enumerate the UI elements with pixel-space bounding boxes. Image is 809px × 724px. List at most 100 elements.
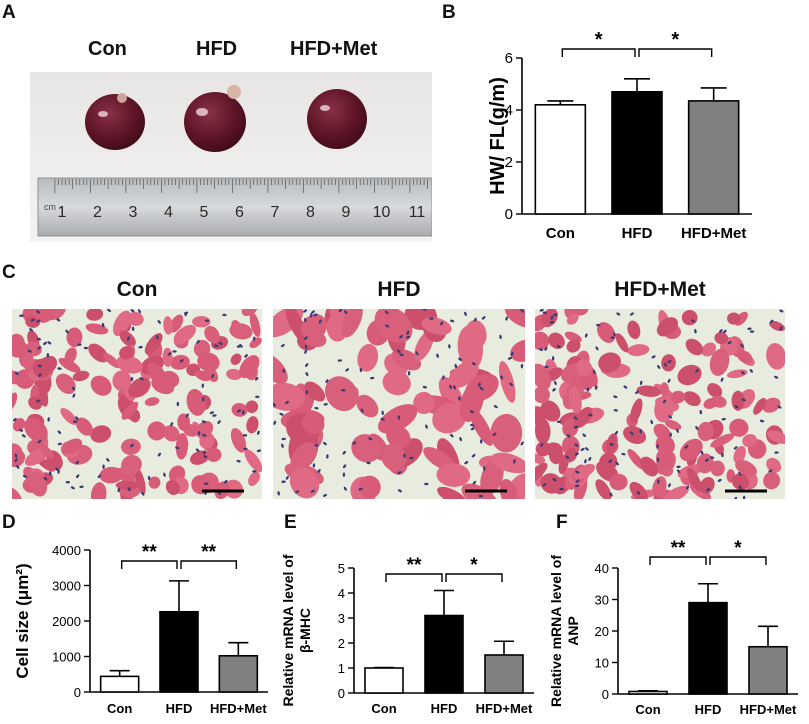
significance-marker: **	[407, 555, 422, 576]
histology-hfd	[273, 309, 525, 499]
myocyte	[535, 462, 548, 483]
significance-marker: **	[201, 542, 216, 563]
bar	[628, 690, 668, 695]
myocyte	[374, 309, 413, 344]
myocyte	[72, 370, 90, 382]
nucleus	[458, 396, 461, 401]
nucleus	[223, 479, 228, 484]
significance-marker: **	[671, 538, 686, 559]
nucleus	[453, 385, 456, 390]
nucleus	[309, 313, 313, 318]
myocyte	[194, 370, 211, 382]
nucleus	[520, 441, 524, 446]
myocyte	[697, 421, 714, 442]
nucleus	[471, 362, 477, 366]
myocyte	[351, 434, 381, 463]
nucleus	[492, 432, 497, 436]
nucleus	[613, 332, 616, 337]
nucleus	[574, 484, 580, 488]
nucleus	[459, 436, 463, 442]
myocyte	[457, 325, 484, 370]
myocyte	[432, 403, 467, 434]
ruler-number: 10	[373, 204, 391, 221]
y-axis-label: ANP	[565, 616, 581, 646]
nucleus	[172, 350, 177, 353]
nucleus	[575, 470, 580, 474]
myocyte	[535, 363, 551, 390]
myocyte	[205, 447, 222, 462]
nucleus	[342, 472, 346, 477]
myocyte	[535, 331, 550, 350]
nucleus	[342, 450, 346, 455]
significance-marker: *	[734, 538, 742, 559]
ruler-number: 11	[409, 204, 426, 221]
myocyte	[60, 408, 77, 425]
nucleus	[709, 456, 715, 459]
nucleus	[218, 341, 223, 346]
nucleus	[322, 493, 328, 497]
nucleus	[677, 469, 681, 474]
myocyte	[290, 442, 318, 471]
nucleus	[552, 478, 557, 482]
y-tick-label: 0	[602, 687, 609, 702]
y-tick-label: 0	[505, 206, 513, 223]
heart-hfd	[184, 85, 246, 152]
nucleus	[37, 364, 42, 368]
panel-f-letter: F	[556, 512, 568, 533]
nucleus	[472, 480, 477, 485]
nucleus	[621, 452, 626, 456]
nucleus	[176, 401, 180, 407]
myocyte	[191, 475, 210, 495]
myocyte	[12, 392, 18, 411]
myocyte	[127, 311, 144, 326]
myocyte	[285, 309, 307, 342]
nucleus	[217, 420, 221, 425]
myocyte	[35, 309, 56, 323]
myocyte	[304, 381, 326, 402]
myocyte	[165, 479, 180, 495]
myocyte	[548, 332, 565, 350]
nucleus	[582, 433, 587, 437]
nucleus	[368, 437, 373, 441]
nucleus	[337, 359, 343, 362]
nucleus	[650, 419, 654, 425]
nucleus	[285, 475, 289, 480]
myocyte	[24, 417, 48, 443]
nucleus	[399, 335, 403, 339]
x-tick-label: HFD+Met	[210, 701, 267, 716]
nucleus	[16, 464, 20, 469]
myocyte	[701, 342, 717, 357]
myocyte	[224, 479, 243, 499]
myocyte	[90, 375, 112, 396]
nucleus	[211, 373, 215, 379]
nucleus	[243, 447, 248, 451]
nucleus	[425, 424, 428, 429]
nucleus	[343, 486, 347, 491]
heart-photo: 1 2 3 4 5 6 7 8 9 10 11 cm	[30, 72, 432, 242]
nucleus	[209, 411, 214, 415]
myocyte	[437, 486, 468, 499]
myocyte	[121, 401, 139, 420]
nucleus	[381, 410, 384, 416]
myocyte	[564, 331, 582, 343]
nucleus	[107, 309, 111, 312]
nucleus	[684, 445, 689, 449]
nucleus	[584, 333, 588, 338]
myocyte	[135, 467, 146, 495]
myocyte	[230, 427, 247, 453]
nucleus	[449, 433, 454, 438]
myocyte	[421, 317, 452, 335]
nucleus	[556, 420, 562, 424]
nucleus	[553, 313, 558, 317]
myocyte	[568, 386, 582, 414]
nucleus	[595, 346, 599, 351]
nucleus	[305, 363, 309, 367]
nucleus	[222, 313, 227, 317]
nucleus	[509, 382, 513, 387]
nucleus	[65, 481, 70, 484]
nucleus	[623, 385, 628, 389]
nucleus	[156, 334, 159, 340]
myocyte	[566, 339, 581, 353]
bar	[687, 100, 740, 215]
myocyte	[248, 471, 260, 486]
